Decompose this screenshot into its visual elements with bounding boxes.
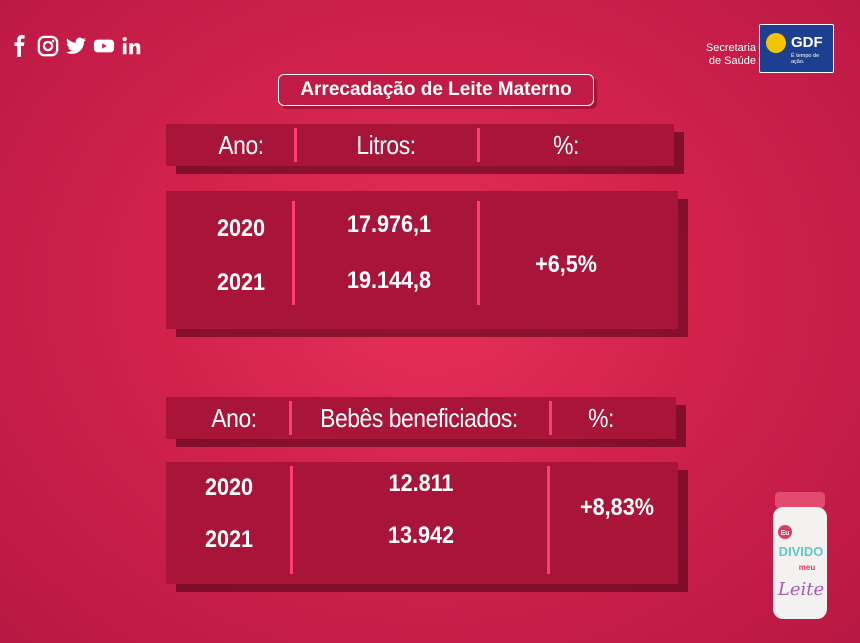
gdf-logo: GDF É tempo de ação. xyxy=(759,24,834,73)
page-title: Arrecadação de Leite Materno xyxy=(278,74,594,106)
table1-header-liters: Litros: xyxy=(356,129,416,160)
secretaria-line1: Secretaria xyxy=(705,42,756,54)
separator xyxy=(290,466,293,574)
table1-year-2020: 2020 xyxy=(216,215,266,242)
jar-meu: meu xyxy=(799,563,816,572)
table1-percent: +6,5% xyxy=(535,251,597,278)
table2-header-percent: %: xyxy=(588,402,614,433)
table2-header: Ano: Bebês beneficiados: %: xyxy=(166,397,676,439)
table1-value-2021: 19.144,8 xyxy=(346,267,432,294)
table1-year-2021: 2021 xyxy=(216,269,266,296)
table2-header-babies: Bebês beneficiados: xyxy=(320,402,518,433)
separator xyxy=(292,201,295,305)
separator xyxy=(547,466,550,574)
table2-year-2021: 2021 xyxy=(204,526,254,553)
table1-header-year: Ano: xyxy=(218,129,264,160)
table2-value-2020: 12.811 xyxy=(388,470,454,497)
youtube-icon[interactable] xyxy=(92,34,116,58)
secretaria-logo-text: Secretaria de Saúde xyxy=(694,42,756,68)
separator xyxy=(294,128,297,162)
milk-jar-logo: Eu DIVIDO meu Leite xyxy=(773,492,827,619)
table2-year-2020: 2020 xyxy=(204,474,254,501)
gdf-slogan: É tempo de ação. xyxy=(791,53,820,65)
gdf-name: GDF xyxy=(791,34,823,51)
table2-header-year: Ano: xyxy=(211,402,257,433)
instagram-icon[interactable] xyxy=(36,34,60,58)
table1-value-2020: 17.976,1 xyxy=(346,211,432,238)
linkedin-icon[interactable] xyxy=(120,34,144,58)
separator xyxy=(549,401,552,435)
jar-leite: Leite xyxy=(777,579,824,600)
jar-divido: DIVIDO xyxy=(779,544,824,559)
table2-value-2021: 13.942 xyxy=(387,522,455,549)
separator xyxy=(289,401,292,435)
jar-eu: Eu xyxy=(781,530,790,537)
gdf-emblem-icon xyxy=(766,33,786,53)
table1-header: Ano: Litros: %: xyxy=(166,124,674,166)
twitter-icon[interactable] xyxy=(64,34,88,58)
table2-body: 2020 2021 12.811 13.942 +8,83% xyxy=(166,462,678,584)
separator xyxy=(477,201,480,305)
separator xyxy=(477,128,480,162)
table1-header-percent: %: xyxy=(553,129,579,160)
table2-percent: +8,83% xyxy=(580,494,654,521)
secretaria-line2: de Saúde xyxy=(708,55,756,67)
table1-body: 2020 2021 17.976,1 19.144,8 +6,5% xyxy=(166,191,678,329)
social-icons xyxy=(8,34,144,58)
facebook-icon[interactable] xyxy=(8,34,32,58)
